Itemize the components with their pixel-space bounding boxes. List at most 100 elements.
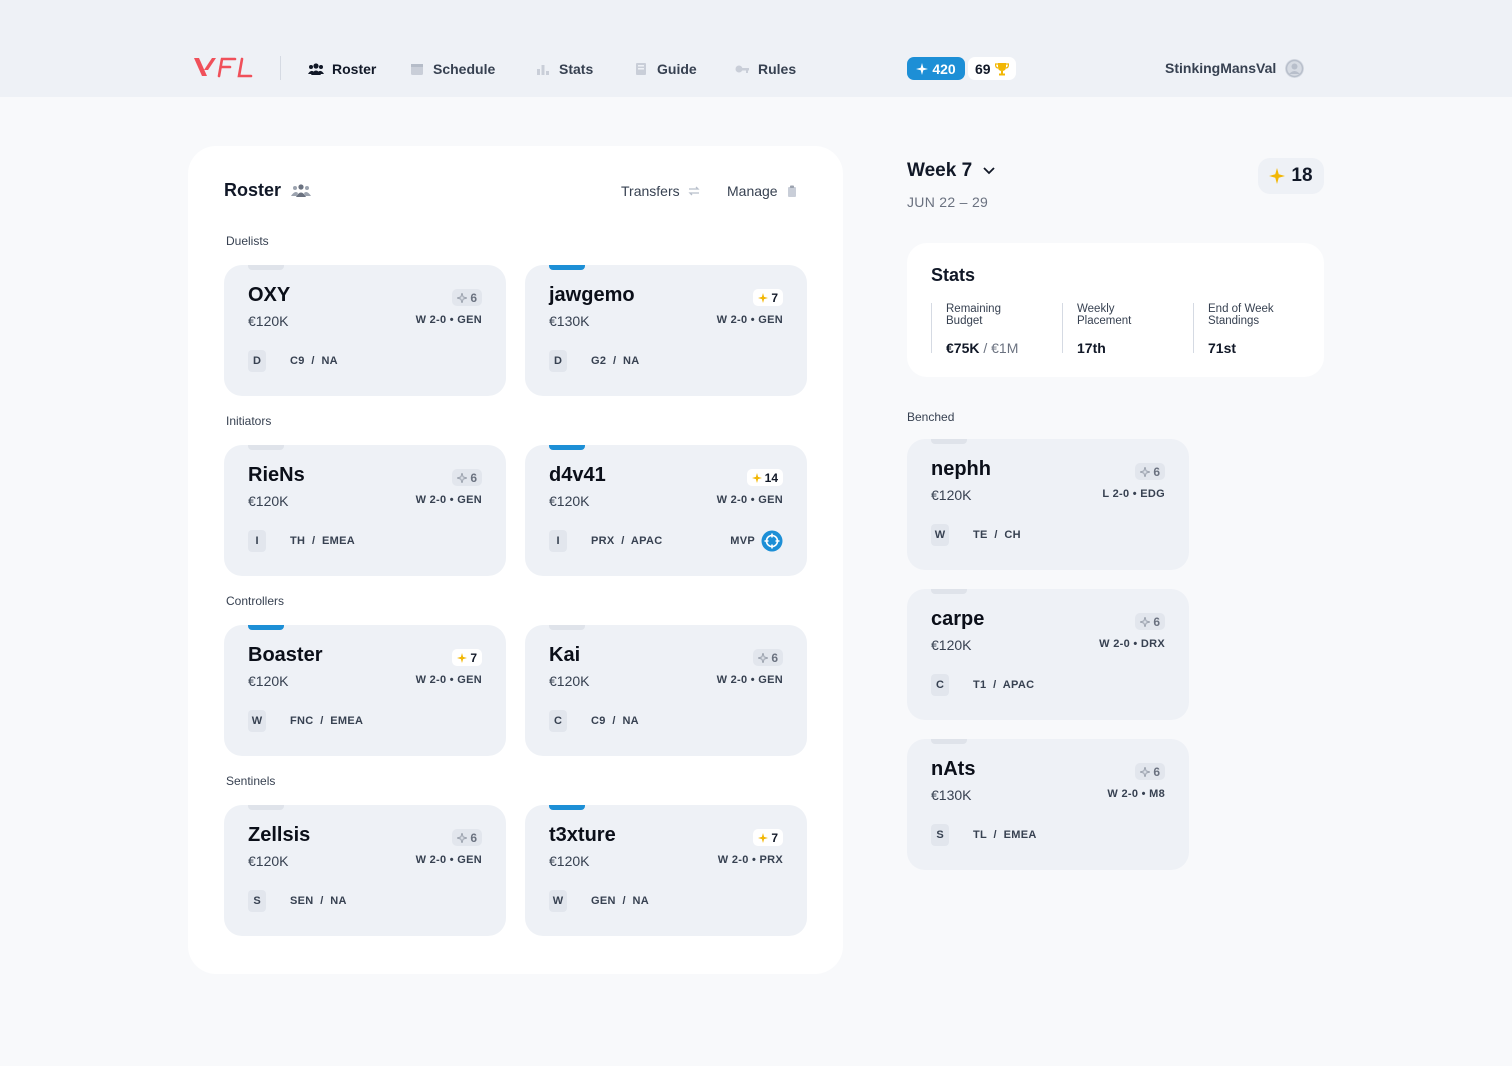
benched-label: Benched [907,410,955,424]
player-name: Boaster [248,644,323,666]
nav-guide[interactable]: Guide [633,59,697,79]
nav-stats[interactable]: Stats [535,59,593,79]
player-record: W 2-0 • GEN [716,494,783,506]
avatar[interactable] [1285,59,1304,78]
player-points: 6 [452,829,482,846]
player-price: €120K [549,673,590,689]
roster-title: Roster [224,180,312,201]
stat-weekly-placement: Weekly Placement 17th [1062,303,1167,356]
player-card[interactable]: jawgemo €130K 7 W 2-0 • GEN D G2 / NA [525,265,807,396]
player-team: TL / EMEA [973,829,1037,841]
sparkle-icon [916,62,929,75]
card-tab [931,439,967,444]
points-value: 420 [932,60,956,77]
player-name: OXY [248,284,291,306]
player-role: W [931,524,949,546]
player-card[interactable]: Kai €120K 6 W 2-0 • GEN C C9 / NA [525,625,807,756]
player-card[interactable]: RieNs €120K 6 W 2-0 • GEN I TH / EMEA [224,445,506,576]
player-card[interactable]: nephh €120K 6 L 2-0 • EDG W TE / CH [907,439,1189,570]
username[interactable]: StinkingMansVal [1165,60,1277,76]
sparkle-icon [751,472,762,483]
week-points-value: 18 [1291,165,1313,186]
vfl-logo[interactable] [193,56,255,80]
user-avatar-icon [1285,59,1304,78]
card-tab [931,589,967,594]
player-card[interactable]: Zellsis €120K 6 W 2-0 • GEN S SEN / NA [224,805,506,936]
stat-label: Weekly Placement [1077,303,1132,327]
nav-schedule[interactable]: Schedule [409,59,495,79]
sparkle-icon [758,652,769,663]
stat-label: End of Week Standings [1208,303,1274,327]
player-team: PRX / APAC [591,535,663,547]
card-tab [931,739,967,744]
player-record: W 2-0 • GEN [415,494,482,506]
transfers-button[interactable]: Transfers [621,183,700,199]
player-card[interactable]: Boaster €120K 7 W 2-0 • GEN W FNC / EMEA [224,625,506,756]
week-points-badge: 18 [1258,158,1324,194]
calendar-icon [411,64,423,75]
card-tab [248,445,284,450]
nav-rules[interactable]: Rules [734,59,796,79]
player-role: C [549,710,567,732]
sparkle-icon [457,472,468,483]
player-name: Kai [549,644,581,666]
swap-arrows-icon [688,186,700,196]
player-points-value: 6 [470,290,477,305]
stats-card: Stats Remaining Budget €75K / €1M Weekly… [907,243,1324,377]
nav-label: Stats [559,61,594,77]
player-price: €120K [248,493,289,509]
manage-label: Manage [727,183,778,199]
player-record: W 2-0 • GEN [415,854,482,866]
sparkle-icon [1140,466,1151,477]
player-price: €120K [549,853,590,869]
top-navigation-bar: Roster Schedule Stats Guide Rules 420 69… [0,0,1512,97]
trophy-value: 69 [975,60,991,77]
player-record: W 2-0 • GEN [415,314,482,326]
player-team: C9 / NA [591,715,639,727]
player-points-value: 14 [764,470,778,485]
mvp-indicator: MVP [730,530,783,552]
player-points-value: 7 [771,830,778,845]
nav-label: Roster [332,61,377,77]
player-points: 7 [753,289,783,306]
points-badge[interactable]: 420 [907,57,965,80]
player-card[interactable]: nAts €130K 6 W 2-0 • M8 S TL / EMEA [907,739,1189,870]
player-card[interactable]: t3xture €120K 7 W 2-0 • PRX W GEN / NA [525,805,807,936]
sparkle-icon [457,652,468,663]
player-card[interactable]: carpe €120K 6 W 2-0 • DRX C T1 / APAC [907,589,1189,720]
nav-label: Rules [758,61,797,77]
card-tab [248,805,284,810]
player-points-value: 6 [1153,464,1160,479]
player-record: W 2-0 • GEN [716,314,783,326]
player-points-value: 7 [470,650,477,665]
stat-remaining-budget: Remaining Budget €75K / €1M [931,303,1036,356]
manage-button[interactable]: Manage [727,183,798,199]
player-record: W 2-0 • M8 [1107,788,1165,800]
player-points: 6 [452,469,482,486]
player-points-value: 6 [470,470,477,485]
player-role: C [931,674,949,696]
stat-value: €75K / €1M [946,340,1018,356]
trophy-badge[interactable]: 69 [968,57,1016,80]
crosshair-icon [761,530,783,552]
player-record: W 2-0 • GEN [415,674,482,686]
player-name: RieNs [248,464,305,486]
player-points-value: 6 [1153,764,1160,779]
player-points-value: 6 [470,830,477,845]
player-role: I [549,530,567,552]
player-name: jawgemo [549,284,635,306]
player-team: TH / EMEA [290,535,356,547]
users-icon [308,63,324,75]
player-points-value: 6 [771,650,778,665]
week-selector[interactable]: Week 7 [907,160,996,182]
nav-roster[interactable]: Roster [308,59,376,79]
player-card[interactable]: d4v41 €120K 14 W 2-0 • GEN I PRX / APAC MVP [525,445,807,576]
clipboard-icon [787,185,796,197]
stat-value-main: €75K [946,340,980,356]
section-label: Controllers [226,594,285,608]
section-label: Sentinels [226,774,276,788]
sparkle-icon [1140,766,1151,777]
chevron-down-icon [983,167,995,175]
player-card[interactable]: OXY €120K 6 W 2-0 • GEN D C9 / NA [224,265,506,396]
player-points-value: 6 [1153,614,1160,629]
